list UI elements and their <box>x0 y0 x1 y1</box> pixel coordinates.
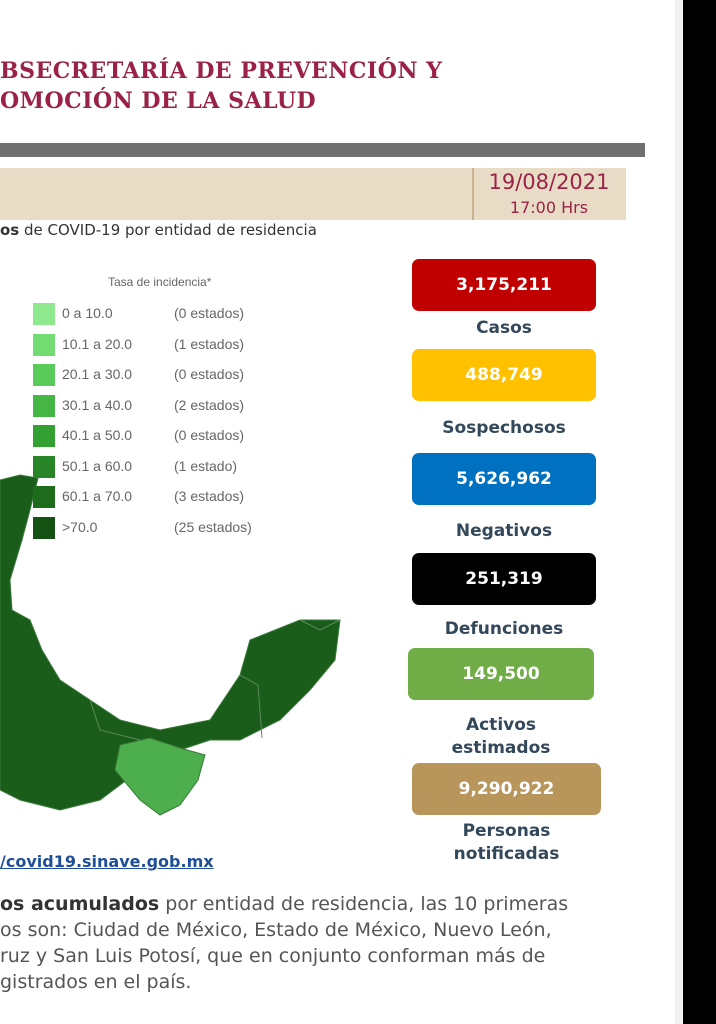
legend-swatch <box>33 394 55 417</box>
stat-value: 149,500 <box>408 648 594 700</box>
legend-count: (0 estados) <box>174 427 245 443</box>
paragraph-line: ruz y San Luis Potosí, que en conjunto c… <box>0 945 545 967</box>
legend-count: (0 estados) <box>174 305 245 321</box>
edge <box>675 0 683 1024</box>
subtitle: os de COVID-19 por entidad de residencia <box>0 221 317 239</box>
legend-count: (2 estados) <box>174 396 245 413</box>
map-border <box>89 619 341 741</box>
legend-count: (1 estados) <box>174 335 245 352</box>
stat-label: Negativos <box>455 521 553 541</box>
paragraph-text: ruz y San Luis Potosí, que en conjunto c… <box>0 945 546 967</box>
legend-count: (3 estados) <box>174 488 245 504</box>
legend-range: 10.1 a 20.0 <box>62 335 133 352</box>
paragraph-line: os son: Ciudad de México, Estado de Méxi… <box>0 919 552 941</box>
divider-bar <box>0 143 645 157</box>
stat-value: 488,749 <box>412 349 596 401</box>
legend-range: 0 a 10.0 <box>62 305 113 321</box>
time: 17:00 Hrs <box>509 198 589 217</box>
stat-value: 9,290,922 <box>412 763 601 815</box>
legend-range: 30.1 a 40.0 <box>62 396 133 413</box>
legend-range: 50.1 a 60.0 <box>62 457 133 474</box>
legend-title: Tasa de incidencia* <box>108 275 212 289</box>
header-title-line: BSECRETARÍA DE PREVENCIÓN Y <box>0 58 443 84</box>
stat-label: notificadas <box>453 844 560 864</box>
stat-label: Personas <box>462 821 551 841</box>
legend-swatch <box>33 303 55 325</box>
legend-swatch <box>33 455 55 478</box>
header-title-line: OMOCIÓN DE LA SALUD <box>0 88 317 114</box>
stat-value: 251,319 <box>412 553 596 605</box>
paragraph-text: os son: Ciudad de México, Estado de Méxi… <box>0 919 552 941</box>
side-bar <box>683 0 716 1024</box>
legend-range: 60.1 a 70.0 <box>62 488 133 504</box>
date-divider <box>472 168 474 220</box>
stat-label: estimados <box>451 738 551 758</box>
date: 19/08/2021 <box>488 170 610 194</box>
paragraph-line: gistrados en el país. <box>0 971 191 993</box>
paragraph-line: os acumulados por entidad de residencia,… <box>0 893 568 915</box>
legend-swatch <box>33 486 55 508</box>
subtitle-text: de COVID-19 por entidad de residencia <box>19 221 317 239</box>
stat-value: 5,626,962 <box>412 453 596 505</box>
legend-swatch <box>33 364 55 386</box>
stat-label: Defunciones <box>444 619 564 639</box>
legend-count: (25 estados) <box>174 518 252 535</box>
legend-swatch <box>33 516 55 539</box>
source-link[interactable]: /covid19.sinave.gob.mx <box>0 852 214 871</box>
legend-swatch <box>33 425 55 447</box>
legend-count: (1 estado) <box>174 457 238 474</box>
paragraph-text: gistrados en el país. <box>0 971 192 993</box>
map <box>0 474 341 816</box>
legend-range: 40.1 a 50.0 <box>62 427 133 443</box>
legend-count: (0 estados) <box>174 366 245 382</box>
legend-range: >70.0 <box>62 518 98 535</box>
subtitle-bold: os <box>0 221 20 239</box>
paragraph-bold: os acumulados <box>0 893 160 915</box>
stat-label: Casos <box>476 318 532 338</box>
legend-swatch <box>33 333 55 356</box>
date-band <box>0 168 626 220</box>
paragraph-text: por entidad de residencia, las 10 primer… <box>159 893 569 915</box>
stat-label: Activos <box>465 715 537 735</box>
map-region <box>114 737 206 816</box>
legend-range: 20.1 a 30.0 <box>62 366 133 382</box>
stat-value: 3,175,211 <box>412 259 596 311</box>
stat-label: Sospechosos <box>442 418 566 438</box>
